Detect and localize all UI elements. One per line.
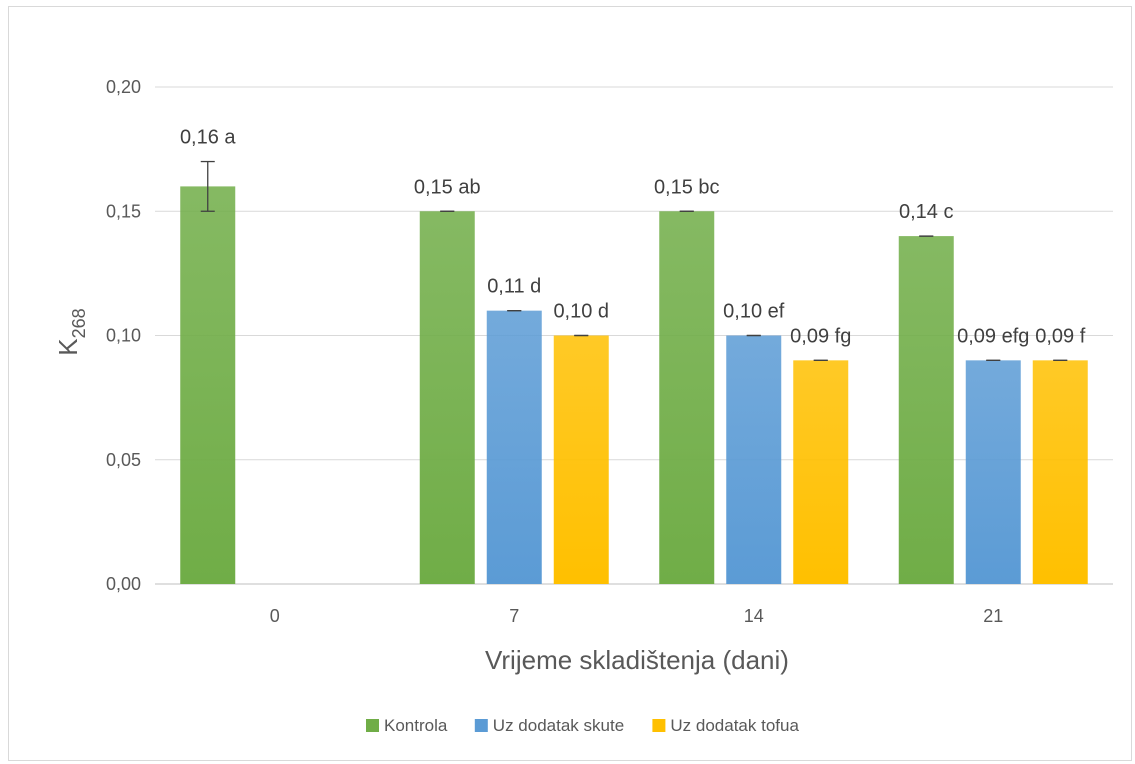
legend-label: Kontrola	[384, 716, 448, 735]
bar	[898, 236, 954, 584]
x-axis-title: Vrijeme skladištenja (dani)	[485, 645, 789, 675]
data-label: 0,11 d	[487, 276, 541, 298]
data-labels: 0,16 a0,15 ab0,11 d0,10 d0,15 bc0,10 ef0…	[180, 127, 1086, 348]
x-tick-label: 7	[509, 606, 519, 626]
bar	[180, 186, 236, 584]
y-axis-title-main: K	[53, 338, 83, 356]
bar	[726, 335, 782, 584]
x-tick-label: 14	[744, 606, 764, 626]
bar	[793, 360, 849, 584]
data-label: 0,14 c	[899, 201, 953, 223]
data-label: 0,16 a	[180, 127, 236, 149]
legend-label: Uz dodatak tofua	[670, 716, 799, 735]
legend-swatch	[366, 719, 379, 732]
y-tick-label: 0,10	[106, 326, 141, 346]
data-label: 0,09 efg	[957, 325, 1029, 347]
chart-frame: 0,00 0,05 0,10 0,15 0,20 0,16 a 0,15 ab 0,11 d…	[8, 6, 1132, 761]
legend-item: Uz dodatak tofua	[652, 716, 799, 735]
bar	[659, 211, 715, 584]
bars	[180, 160, 1088, 584]
y-tick-label: 0,20	[106, 77, 141, 97]
error-bar	[200, 160, 215, 212]
y-axis-title: K268	[53, 308, 89, 355]
bar-chart: 0,00 0,05 0,10 0,15 0,20 0,16 a 0,15 ab 0,11 d…	[53, 77, 1113, 735]
x-axis-ticks: 0 7 14 21	[270, 606, 1004, 626]
legend-label: Uz dodatak skute	[493, 716, 624, 735]
bar	[486, 310, 542, 584]
data-label: 0,15 ab	[414, 176, 481, 198]
legend-item: Uz dodatak skute	[474, 716, 624, 735]
data-label: 0,10 ef	[723, 301, 785, 323]
legend-swatch	[652, 719, 666, 732]
bar	[1032, 360, 1088, 584]
legend-item: Kontrola	[366, 716, 448, 735]
legend-swatch	[474, 719, 488, 732]
bar	[965, 360, 1021, 584]
y-axis-title-subscript: 268	[69, 308, 89, 338]
data-label: 0,10 d	[553, 301, 609, 323]
y-tick-label: 0,00	[106, 574, 141, 594]
data-label: 0,15 bc	[654, 176, 720, 198]
y-axis-ticks: 0,00 0,05 0,10 0,15 0,20	[106, 77, 141, 594]
bar	[419, 211, 475, 584]
bar	[553, 335, 609, 584]
y-tick-label: 0,15	[106, 201, 141, 221]
y-tick-label: 0,05	[106, 450, 141, 470]
data-label: 0,09 fg	[790, 325, 851, 347]
x-tick-label: 21	[983, 606, 1003, 626]
data-label: 0,09 f	[1035, 325, 1085, 347]
x-tick-label: 0	[270, 606, 280, 626]
legend: Kontrola Uz dodatak skute Uz dodatak tofua	[366, 716, 799, 735]
